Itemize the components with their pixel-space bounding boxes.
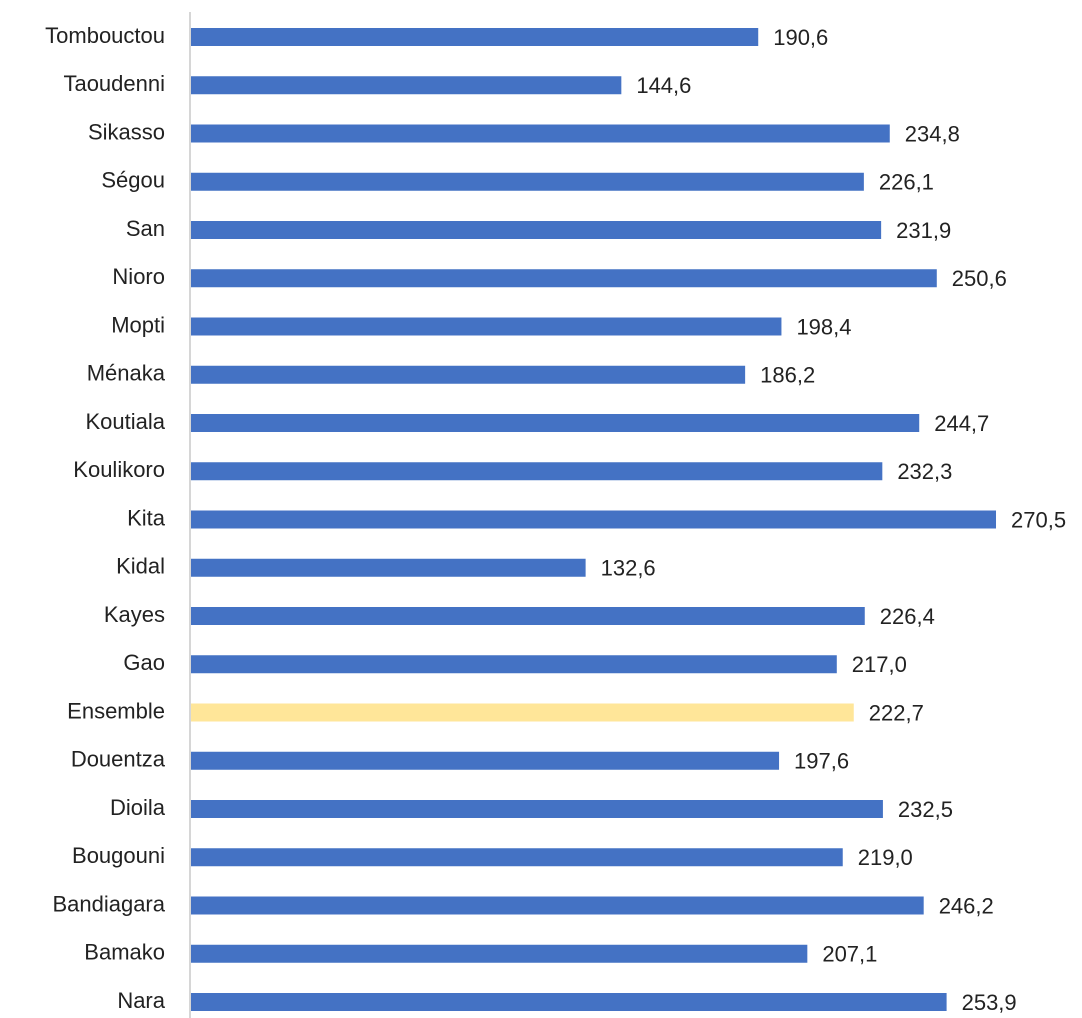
category-label: Kayes — [104, 602, 165, 627]
data-label: 198,4 — [796, 314, 851, 339]
data-label: 246,2 — [939, 893, 994, 918]
data-label: 250,6 — [952, 266, 1007, 291]
category-label: San — [126, 216, 165, 241]
category-label: Nara — [117, 988, 165, 1013]
data-label: 253,9 — [962, 990, 1017, 1015]
data-label: 217,0 — [852, 652, 907, 677]
category-label: Nioro — [112, 264, 165, 289]
data-label: 244,7 — [934, 411, 989, 436]
data-label: 144,6 — [636, 73, 691, 98]
category-label: Bandiagara — [52, 891, 165, 916]
category-label: Koulikoro — [73, 457, 165, 482]
bar — [191, 848, 843, 867]
category-label: Douentza — [71, 747, 166, 772]
bar — [191, 993, 947, 1011]
data-label: 190,6 — [773, 25, 828, 50]
data-label: 231,9 — [896, 218, 951, 243]
bar — [191, 317, 782, 336]
category-label: Ménaka — [87, 361, 166, 386]
category-label: Gao — [123, 650, 165, 675]
category-label: Mopti — [111, 312, 165, 337]
data-label: 222,7 — [869, 700, 924, 725]
category-label: Bamako — [84, 940, 165, 965]
category-label: Dioila — [110, 795, 166, 820]
bar — [191, 414, 920, 432]
bar — [191, 800, 883, 818]
data-label: 232,3 — [897, 459, 952, 484]
bar — [191, 269, 937, 288]
bar — [191, 607, 865, 625]
data-label: 186,2 — [760, 363, 815, 388]
bar — [191, 28, 759, 46]
category-label: Taoudenni — [63, 71, 165, 96]
data-label: 226,1 — [879, 170, 934, 195]
bar — [191, 751, 780, 770]
bar — [191, 462, 883, 481]
data-label: 232,5 — [898, 797, 953, 822]
category-label: Kidal — [116, 554, 165, 579]
bar — [191, 76, 622, 95]
bar — [191, 944, 808, 963]
bar — [191, 365, 746, 384]
bar — [191, 655, 837, 674]
category-label: Koutiala — [85, 409, 165, 434]
data-label: 207,1 — [822, 942, 877, 967]
data-label: 226,4 — [880, 604, 935, 629]
data-label: 197,6 — [794, 749, 849, 774]
bar — [191, 124, 890, 143]
data-label: 270,5 — [1011, 507, 1066, 532]
bar — [191, 510, 997, 529]
category-label: Tombouctou — [45, 23, 165, 48]
category-label: Kita — [127, 505, 166, 530]
bar — [191, 703, 854, 722]
bar — [191, 172, 864, 191]
category-label: Ségou — [101, 168, 165, 193]
data-label: 234,8 — [905, 121, 960, 146]
bar — [191, 558, 586, 577]
data-label: 132,6 — [601, 556, 656, 581]
category-label: Bougouni — [72, 843, 165, 868]
data-label: 219,0 — [858, 845, 913, 870]
category-label: Sikasso — [88, 119, 165, 144]
category-label: Ensemble — [67, 698, 165, 723]
bar — [191, 896, 924, 915]
bar — [191, 221, 882, 239]
